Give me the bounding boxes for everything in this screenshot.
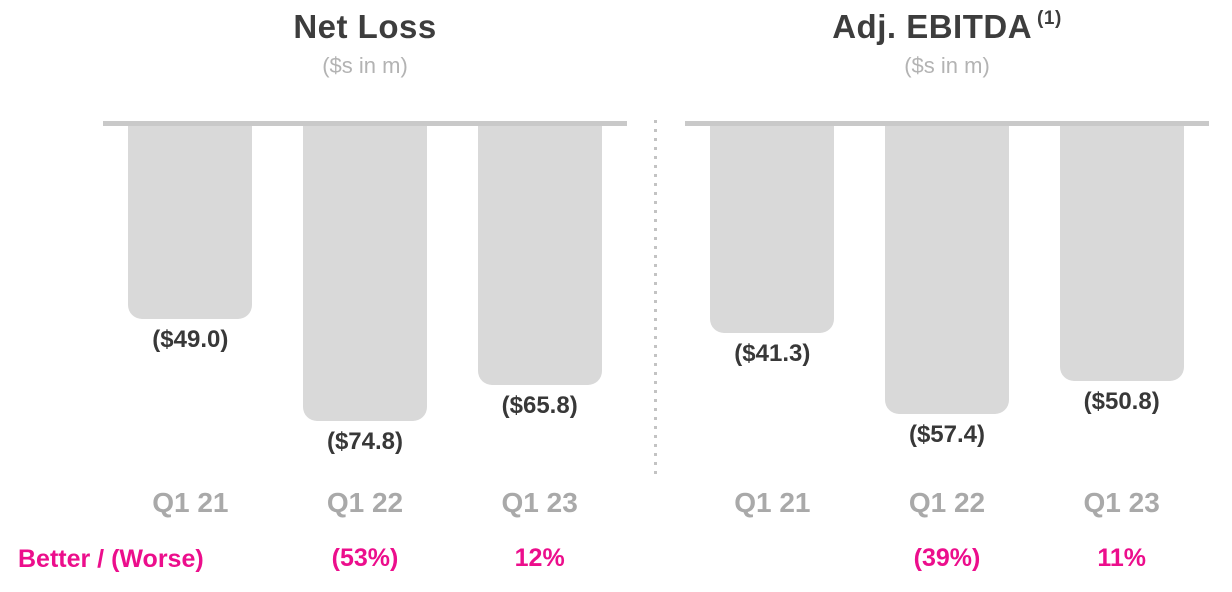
net-loss-bar-group-q122: ($74.8) [278, 126, 453, 454]
net-loss-category-q122: Q1 22 [326, 487, 404, 518]
net-loss-value-q122: ($74.8) [326, 428, 404, 455]
net-loss-bar-group-q123: ($65.8) [452, 126, 627, 454]
adj-ebitda-better-worse-row: (39%) 11% [685, 544, 1209, 573]
adj-ebitda-better-worse-q123: 11% [1097, 544, 1146, 572]
adj-ebitda-bar-q123 [1059, 126, 1184, 381]
net-loss-better-worse-row: (53%) 12% [103, 544, 627, 573]
net-loss-bars: ($49.0) ($74.8) ($65.8) [103, 126, 627, 454]
net-loss-title-text: Net Loss [293, 8, 437, 45]
adj-ebitda-better-worse-q121 [685, 544, 860, 573]
net-loss-title: Net Loss [63, 8, 667, 45]
net-loss-value-q121: ($49.0) [152, 326, 229, 353]
net-loss-bar-q122 [302, 126, 427, 421]
adj-ebitda-category-q122: Q1 22 [908, 487, 986, 518]
net-loss-bar-q123 [477, 126, 602, 385]
adj-ebitda-title: Adj. EBITDA (1) [645, 8, 1232, 45]
adj-ebitda-bar-group-q122: ($57.4) [860, 126, 1035, 447]
adj-ebitda-bars: ($41.3) ($57.4) ($50.8) [685, 126, 1209, 447]
net-loss-better-worse-q122: (53%) [331, 544, 399, 572]
adj-ebitda-axis-baseline [685, 121, 1209, 126]
adj-ebitda-category-axis: Q1 21 Q1 22 Q1 23 [685, 487, 1209, 518]
adj-ebitda-value-q122: ($57.4) [908, 421, 986, 448]
net-loss-bar-group-q121: ($49.0) [103, 126, 278, 454]
chart-divider-dotted-line [654, 120, 657, 478]
adj-ebitda-bar-group-q123: ($50.8) [1034, 126, 1209, 447]
net-loss-category-axis: Q1 21 Q1 22 Q1 23 [103, 487, 627, 518]
net-loss-axis-baseline [103, 121, 627, 126]
adj-ebitda-category-q121: Q1 21 [734, 487, 811, 518]
net-loss-bar-q121 [128, 126, 253, 319]
net-loss-chart: Net Loss ($s in m) ($49.0) ($74.8) ($65.… [103, 0, 627, 592]
adj-ebitda-value-q121: ($41.3) [734, 340, 811, 367]
net-loss-value-q123: ($65.8) [501, 392, 578, 419]
adj-ebitda-title-text: Adj. EBITDA [832, 8, 1033, 45]
net-loss-category-q121: Q1 21 [152, 487, 229, 518]
adj-ebitda-better-worse-q122: (39%) [913, 544, 981, 572]
adj-ebitda-subtitle: ($s in m) [904, 53, 990, 78]
net-loss-subtitle: ($s in m) [322, 53, 408, 78]
net-loss-better-worse-q123: 12% [514, 544, 565, 572]
adj-ebitda-value-q123: ($50.8) [1083, 388, 1160, 415]
adj-ebitda-chart: Adj. EBITDA (1) ($s in m) ($41.3) ($57.4)… [685, 0, 1209, 592]
adj-ebitda-category-q123: Q1 23 [1083, 487, 1160, 518]
adj-ebitda-bar-group-q121: ($41.3) [685, 126, 860, 447]
adj-ebitda-footnote-marker: (1) [1037, 8, 1062, 29]
adj-ebitda-bar-q122 [884, 126, 1009, 414]
net-loss-category-q123: Q1 23 [501, 487, 578, 518]
better-worse-label: Better / (Worse) [18, 545, 204, 573]
adj-ebitda-bar-q121 [710, 126, 835, 333]
